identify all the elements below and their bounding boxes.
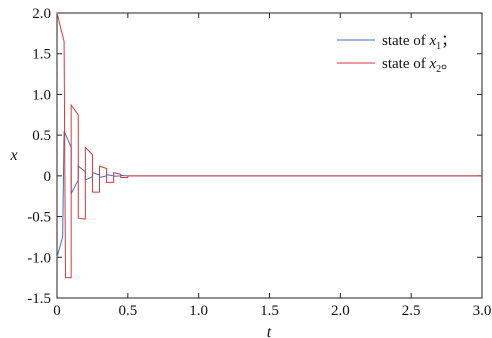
- legend: state of x1； state of x2。: [337, 33, 456, 75]
- x-tick-label: 0: [53, 303, 61, 319]
- x-tick-label: 1.0: [189, 303, 208, 319]
- y-axis-label: x: [9, 147, 17, 164]
- legend-label-x1: state of x1；: [382, 33, 456, 52]
- y-tick-label: 1.5: [32, 47, 51, 63]
- series-line-x2: [56, 12, 482, 279]
- tick-labels: 0 0.5 1.0 1.5 2.0 2.5 3.0 -1.5 -1.0 -0.5 0 0.5 1.0 1.…: [27, 6, 491, 319]
- x-tick-label: 2.5: [402, 303, 421, 319]
- y-tick-label: 0.5: [32, 128, 51, 144]
- y-tick-label: 1.0: [32, 87, 51, 103]
- x-tick-label: 0.5: [118, 303, 137, 319]
- x-tick-label: 2.0: [331, 303, 350, 319]
- x-tick-label: 3.0: [473, 303, 492, 319]
- y-tick-label: 2.0: [32, 6, 51, 22]
- plot-lines: [56, 12, 482, 279]
- x-tick-label: 1.5: [260, 303, 279, 319]
- legend-label-x2: state of x2。: [382, 56, 456, 75]
- series-line-x1: [56, 130, 482, 258]
- x-axis-label: t: [267, 324, 272, 338]
- y-tick-label: -0.5: [27, 210, 51, 226]
- y-tick-label: -1.0: [27, 250, 51, 266]
- y-tick-label: -1.5: [27, 291, 51, 307]
- y-tick-label: 0: [44, 169, 52, 185]
